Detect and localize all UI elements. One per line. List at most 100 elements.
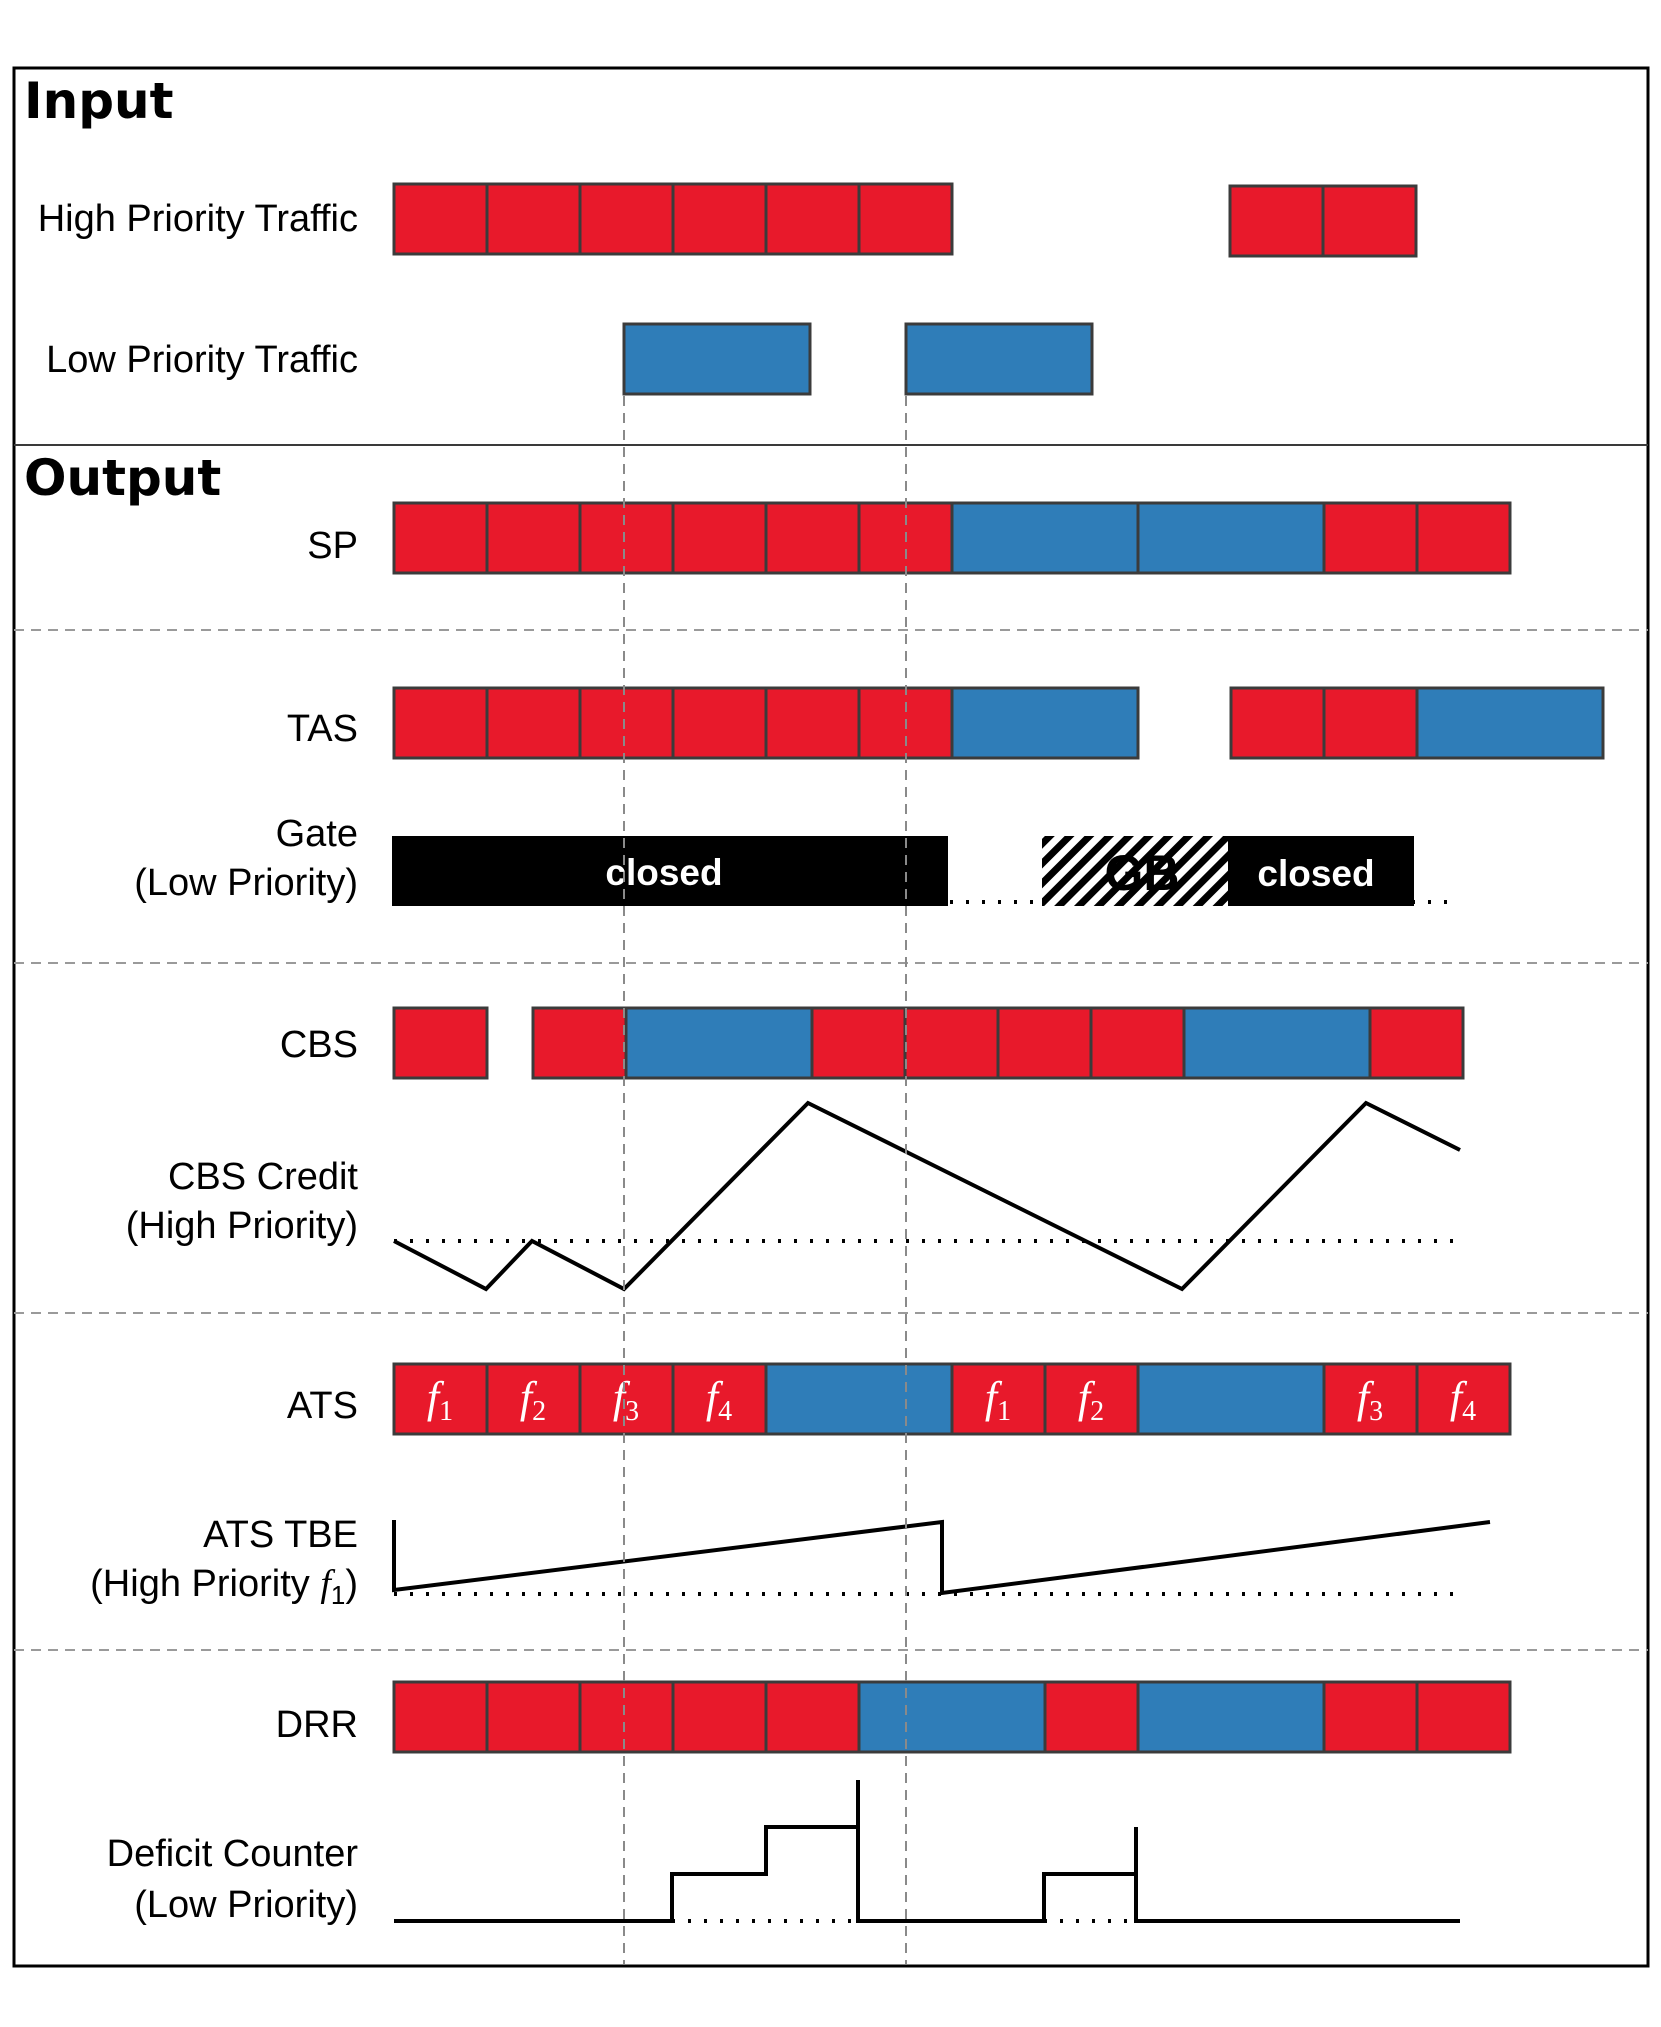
frame-high — [903, 1006, 1000, 1080]
flow-index: 3 — [625, 1396, 639, 1427]
cbs-credit-plot — [393, 1100, 1461, 1292]
frame-high — [1228, 184, 1325, 258]
frame-low — [950, 686, 1140, 760]
frame-high — [1043, 1680, 1140, 1754]
frame-high — [578, 1362, 675, 1436]
frame-high — [810, 1006, 907, 1080]
frame-high — [392, 501, 489, 575]
frame-high — [392, 182, 489, 256]
frame-high — [671, 501, 768, 575]
ats-tbe-flow-subscript: 1 — [331, 1580, 345, 1610]
guard-band-label: GB — [1105, 845, 1180, 901]
label-sp: SP — [307, 525, 358, 567]
gate-closed-label: closed — [1257, 853, 1374, 894]
frame-low — [857, 1680, 1047, 1754]
gate-closed-bar — [1228, 836, 1414, 906]
label-gate-line2: (Low Priority) — [134, 862, 358, 904]
frame-high — [531, 1006, 628, 1080]
ats-tbe-plot — [392, 1519, 1491, 1596]
frame-low — [950, 501, 1140, 575]
frame-high — [1322, 1680, 1419, 1754]
gate-timeline: closed GB closed — [392, 836, 1460, 906]
flow-index: 1 — [439, 1396, 453, 1427]
guard-band-bar — [1042, 836, 1228, 906]
label-drr: DRR — [276, 1704, 358, 1746]
frame-high — [764, 686, 861, 760]
label-gate-line1: Gate — [276, 813, 358, 855]
frame-high — [1322, 1362, 1419, 1436]
cbs-output-frames — [392, 1006, 1465, 1080]
frame-high — [392, 1680, 489, 1754]
flow-index: 2 — [532, 1396, 546, 1427]
gate-closed-label: closed — [605, 852, 722, 893]
frame-low — [1136, 501, 1326, 575]
frame-high — [1089, 1006, 1186, 1080]
frame-high — [1229, 686, 1326, 760]
frame-low — [764, 1362, 954, 1436]
frame-high — [485, 501, 582, 575]
label-cbs: CBS — [280, 1024, 358, 1066]
label-cbs-credit-line2: (High Priority) — [126, 1205, 358, 1247]
deficit-counter-plot — [394, 1780, 1460, 1923]
frame-high — [1415, 501, 1512, 575]
frame-high — [671, 1362, 768, 1436]
frame-high — [764, 182, 861, 256]
frame-high — [1415, 1680, 1512, 1754]
label-high-priority-traffic: High Priority Traffic — [38, 198, 358, 240]
label-ats-tbe-line2: (High Priority f1) — [90, 1563, 358, 1610]
ats-tbe-suffix: ) — [345, 1563, 358, 1605]
flow-index: 4 — [718, 1396, 732, 1427]
frame-high — [578, 1680, 675, 1754]
ats-output-frames: f1 f2 f3 f4 f1 f2 f3 f4 — [392, 1362, 1512, 1436]
label-cbs-credit-line1: CBS Credit — [168, 1156, 358, 1198]
label-deficit-counter-line2: (Low Priority) — [134, 1884, 358, 1926]
drr-output-frames — [392, 1680, 1512, 1754]
ats-tbe-curve — [392, 1519, 1491, 1596]
frame-high — [578, 182, 675, 256]
frame-high — [392, 1006, 489, 1080]
input-low-priority-frames — [622, 322, 1094, 396]
deficit-counter-curve — [394, 1780, 1460, 1923]
frame-high — [578, 686, 675, 760]
frame-low — [622, 322, 812, 396]
frame-low — [1136, 1680, 1326, 1754]
label-low-priority-traffic: Low Priority Traffic — [46, 339, 358, 381]
flow-index: 1 — [997, 1396, 1011, 1427]
row-labels: High Priority Traffic Low Priority Traff… — [38, 198, 359, 1926]
label-tas: TAS — [287, 708, 358, 750]
frame-high — [950, 1362, 1047, 1436]
output-header: Output — [24, 449, 221, 507]
frame-low — [1136, 1362, 1326, 1436]
frame-high — [578, 501, 675, 575]
frame-high — [485, 1680, 582, 1754]
tas-output-frames — [392, 686, 1605, 760]
frame-low — [1182, 1006, 1372, 1080]
frame-high — [996, 1006, 1093, 1080]
gate-closed-bar — [392, 836, 948, 906]
input-header: Input — [24, 72, 174, 130]
label-deficit-counter-line1: Deficit Counter — [107, 1833, 359, 1875]
diagram-frame — [12, 66, 1650, 1968]
frame-high — [1321, 184, 1418, 258]
flow-index: 3 — [1369, 1396, 1383, 1427]
frame-high — [485, 686, 582, 760]
frame-low — [1415, 686, 1605, 760]
frame-high — [671, 686, 768, 760]
label-ats: ATS — [287, 1385, 358, 1427]
frame-high — [1322, 686, 1419, 760]
ats-tbe-prefix: (High Priority — [90, 1563, 320, 1605]
frame-high — [1322, 501, 1419, 575]
frame-high — [485, 1362, 582, 1436]
frame-high — [671, 182, 768, 256]
frame-high — [857, 182, 954, 256]
frame-high — [1043, 1362, 1140, 1436]
frame-high — [764, 1680, 861, 1754]
frame-high — [1368, 1006, 1465, 1080]
frame-low — [624, 1006, 814, 1080]
input-high-priority-frames — [392, 182, 1418, 258]
frame-high — [485, 182, 582, 256]
frame-high — [764, 501, 861, 575]
frame-high — [671, 1680, 768, 1754]
cbs-credit-curve — [393, 1100, 1461, 1292]
